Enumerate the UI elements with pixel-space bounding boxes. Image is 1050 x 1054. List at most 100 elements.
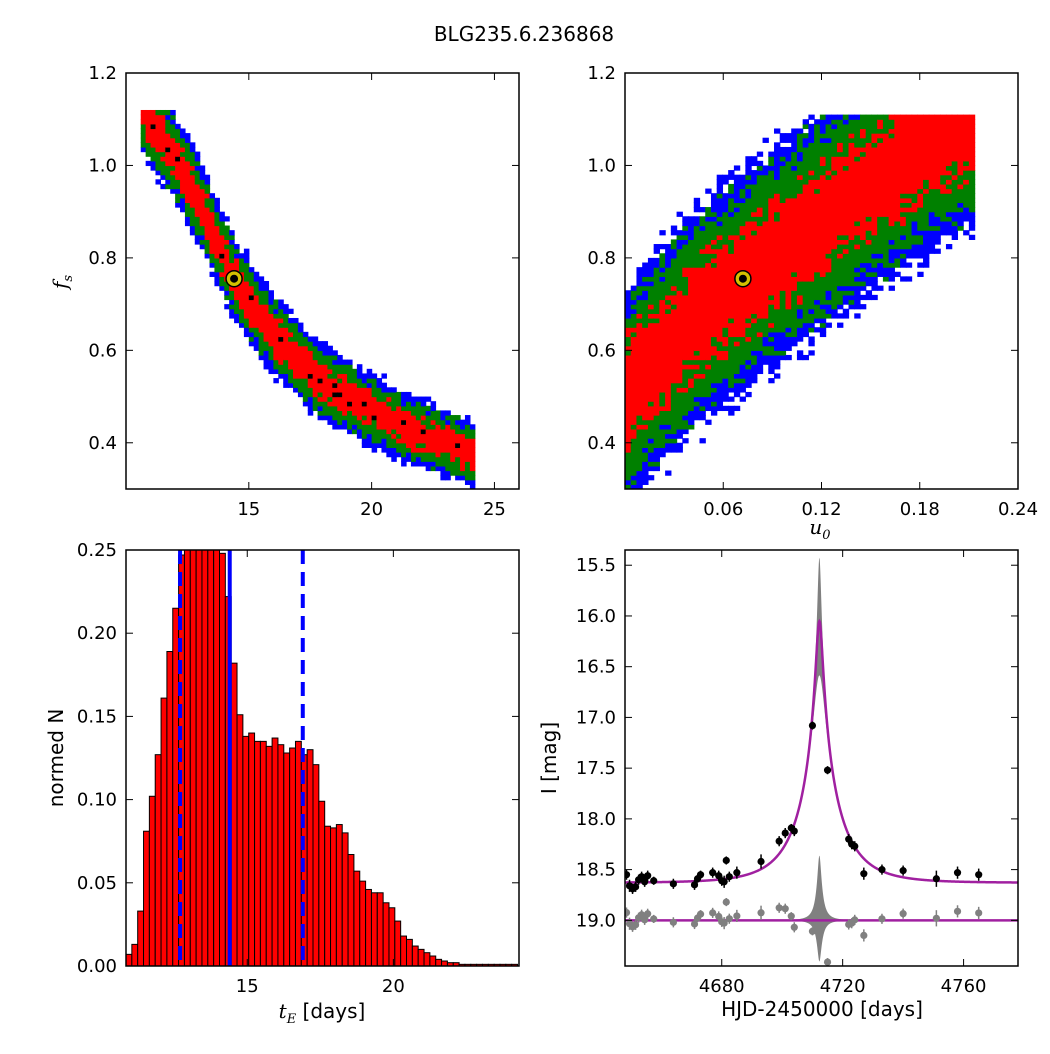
likelihood-cell bbox=[728, 248, 735, 254]
likelihood-cell bbox=[332, 359, 338, 365]
likelihood-cell bbox=[774, 142, 781, 148]
likelihood-cell bbox=[636, 419, 643, 425]
likelihood-cell bbox=[676, 244, 683, 250]
likelihood-cell bbox=[894, 248, 901, 254]
likelihood-cell bbox=[376, 419, 383, 425]
likelihood-cell bbox=[871, 114, 878, 120]
likelihood-cell bbox=[401, 442, 407, 448]
likelihood-cell bbox=[420, 410, 427, 416]
likelihood-cell bbox=[733, 220, 741, 227]
likelihood-cell bbox=[859, 137, 867, 143]
likelihood-cell bbox=[317, 373, 324, 379]
likelihood-cell bbox=[647, 368, 655, 375]
likelihood-cell bbox=[951, 114, 959, 120]
likelihood-cell bbox=[642, 401, 649, 407]
likelihood-cell bbox=[802, 313, 809, 319]
histogram-bar bbox=[359, 880, 367, 966]
likelihood-cell bbox=[785, 146, 792, 153]
likelihood-cell bbox=[756, 359, 764, 365]
likelihood-cell bbox=[728, 220, 735, 227]
likelihood-cell bbox=[837, 285, 844, 291]
likelihood-cell bbox=[762, 304, 769, 310]
likelihood-cell bbox=[894, 123, 901, 130]
likelihood-cell bbox=[837, 156, 844, 162]
likelihood-cell bbox=[722, 216, 729, 222]
likelihood-cell bbox=[825, 174, 832, 180]
likelihood-cell bbox=[625, 308, 632, 314]
likelihood-cell bbox=[751, 156, 758, 162]
likelihood-cell bbox=[665, 341, 672, 347]
likelihood-cell bbox=[238, 267, 245, 273]
likelihood-cell bbox=[814, 290, 821, 296]
likelihood-cell bbox=[877, 216, 884, 222]
likelihood-cell bbox=[170, 142, 176, 148]
likelihood-cell bbox=[682, 424, 689, 430]
likelihood-cell bbox=[263, 331, 270, 338]
likelihood-cell bbox=[739, 387, 746, 393]
likelihood-cell bbox=[825, 151, 832, 157]
likelihood-cell bbox=[268, 304, 274, 310]
likelihood-cell bbox=[705, 387, 712, 393]
likelihood-cell bbox=[705, 373, 712, 379]
likelihood-cell bbox=[410, 396, 417, 402]
likelihood-cell bbox=[189, 160, 196, 167]
likelihood-cell bbox=[785, 281, 792, 287]
likelihood-cell bbox=[900, 262, 907, 268]
likelihood-cell bbox=[968, 146, 976, 153]
likelihood-cell bbox=[425, 424, 432, 430]
tE-fs-probability-map bbox=[140, 109, 476, 489]
likelihood-cell bbox=[808, 341, 815, 347]
likelihood-cell bbox=[219, 276, 225, 282]
likelihood-cell bbox=[647, 433, 655, 439]
likelihood-cell bbox=[888, 123, 895, 130]
likelihood-cell bbox=[854, 313, 861, 319]
likelihood-cell bbox=[155, 160, 161, 167]
likelihood-cell bbox=[670, 447, 678, 453]
likelihood-cell bbox=[410, 410, 417, 416]
likelihood-cell bbox=[647, 271, 655, 277]
likelihood-cell bbox=[288, 322, 294, 328]
likelihood-cell bbox=[273, 378, 279, 384]
likelihood-cell bbox=[184, 202, 191, 208]
likelihood-cell bbox=[386, 391, 392, 398]
likelihood-cell bbox=[647, 294, 655, 301]
likelihood-cell bbox=[469, 428, 476, 435]
likelihood-cell bbox=[322, 341, 329, 347]
likelihood-cell bbox=[430, 438, 437, 444]
likelihood-cell bbox=[145, 128, 152, 134]
likelihood-cell bbox=[647, 452, 655, 458]
likelihood-cell bbox=[768, 308, 775, 314]
likelihood-cell bbox=[722, 253, 729, 259]
likelihood-cell bbox=[808, 123, 815, 130]
likelihood-cell bbox=[716, 262, 724, 268]
likelihood-cell bbox=[779, 216, 787, 222]
likelihood-cell bbox=[268, 336, 274, 342]
likelihood-cell bbox=[865, 174, 873, 180]
likelihood-cell bbox=[819, 285, 827, 291]
likelihood-cell bbox=[900, 202, 907, 208]
likelihood-cell bbox=[189, 179, 196, 185]
likelihood-cell bbox=[739, 234, 746, 240]
likelihood-cell bbox=[865, 271, 873, 277]
likelihood-cell bbox=[630, 285, 638, 291]
likelihood-cell bbox=[774, 188, 781, 194]
likelihood-cell bbox=[278, 308, 284, 314]
likelihood-cell bbox=[716, 244, 724, 250]
likelihood-cell bbox=[871, 133, 878, 139]
likelihood-cell bbox=[894, 211, 901, 217]
likelihood-cell bbox=[928, 211, 936, 217]
likelihood-cell bbox=[676, 341, 683, 347]
likelihood-cell bbox=[779, 290, 787, 296]
likelihood-cell bbox=[768, 188, 775, 194]
likelihood-cell bbox=[238, 253, 245, 259]
likelihood-cell bbox=[199, 225, 206, 231]
likelihood-cell bbox=[779, 257, 787, 264]
likelihood-cell bbox=[238, 281, 245, 287]
likelihood-cell bbox=[625, 382, 632, 388]
residual-point bbox=[720, 919, 728, 927]
likelihood-cell bbox=[859, 179, 867, 185]
likelihood-cell bbox=[705, 267, 712, 273]
likelihood-cell bbox=[934, 179, 941, 185]
likelihood-cell bbox=[160, 146, 166, 153]
likelihood-cell bbox=[312, 391, 319, 398]
